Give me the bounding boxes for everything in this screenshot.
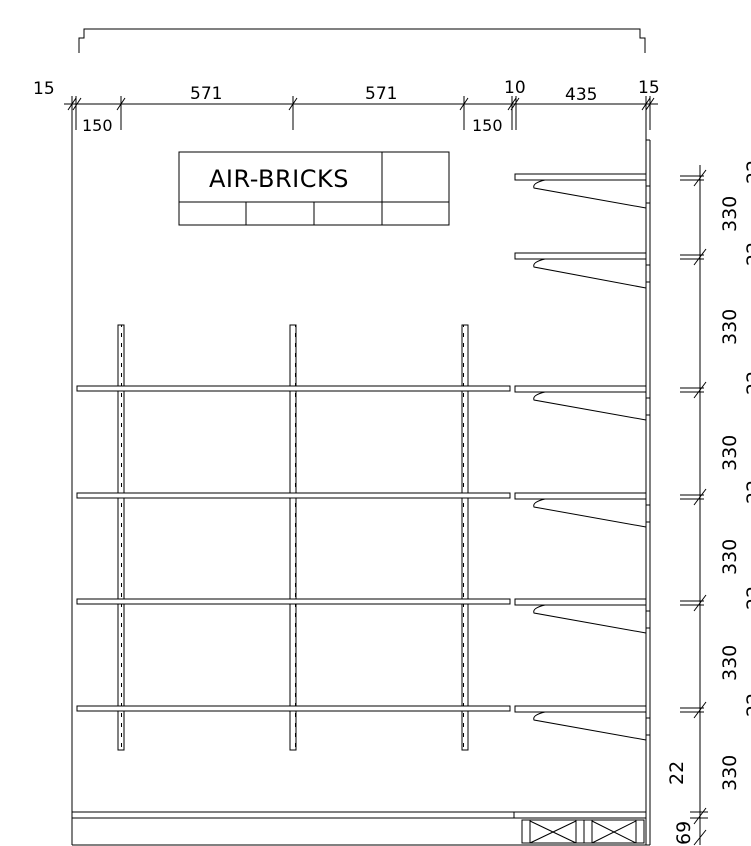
end-section-shelves [514,173,650,741]
dim-right-edge: 15 [638,78,660,98]
dim-bay-2: 571 [365,84,397,104]
main-shelves [76,385,511,712]
air-bricks-label: AIR-BRICKS [209,165,349,193]
top-cornice-outline [78,28,646,53]
dim-clipped-2: 22 [743,242,751,266]
upright-right [461,324,469,751]
dim-shelf-spacing-3: 330 [719,435,741,471]
main-shelf [76,492,511,499]
end-shelf-3 [514,385,650,421]
dim-base-plinth: 69 [673,821,695,845]
dim-right-offset: 150 [472,116,503,135]
dim-base-top: 22 [666,761,688,785]
dim-gap: 10 [504,78,526,98]
dim-shelf-spacing-6: 330 [719,755,741,791]
dim-right-section: 435 [565,85,597,105]
dim-left-edge: 15 [33,79,55,99]
air-bricks-grid [178,151,450,226]
dim-clipped-4: 22 [743,480,751,504]
end-shelf-6 [514,705,650,741]
dim-shelf-spacing-5: 330 [719,645,741,681]
cabinet-outline [71,101,651,845]
upright-middle [289,324,297,751]
dim-clipped-1: 22 [743,160,751,184]
end-shelf-2 [514,252,650,289]
dim-shelf-spacing-4: 330 [719,539,741,575]
dim-clipped-5: 22 [743,586,751,610]
base-plinth [72,811,650,846]
dim-shelf-spacing-1: 330 [719,196,741,232]
end-shelf-1 [514,173,650,209]
vertical-dimension-labels: 330 330 330 330 330 330 22 22 22 22 22 2… [666,160,751,845]
dim-bay-1: 571 [190,84,222,104]
dim-left-offset: 150 [82,116,113,135]
main-shelf [76,598,511,605]
dim-clipped-6: 22 [743,693,751,717]
upright-left [117,324,125,751]
top-dimension-line [64,96,658,130]
shelf-uprights [117,324,469,751]
vertical-dimension-line [680,165,708,846]
main-shelf [76,385,511,392]
end-shelf-5 [514,598,650,634]
main-shelf [76,705,511,712]
dim-shelf-spacing-2: 330 [719,309,741,345]
end-shelf-4 [514,492,650,528]
dim-clipped-3: 22 [743,371,751,395]
